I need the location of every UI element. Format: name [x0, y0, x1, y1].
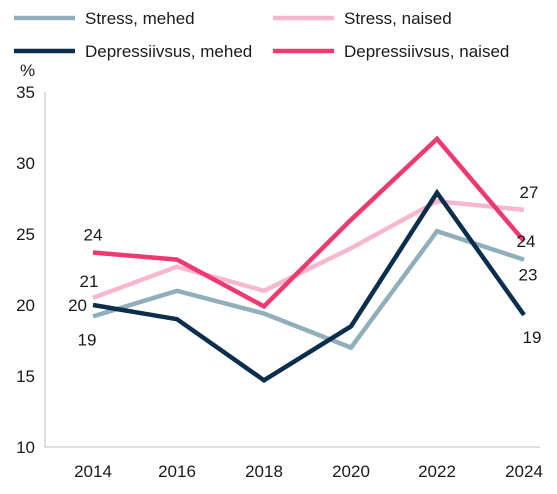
data-label: 24 — [517, 232, 536, 251]
series-line — [92, 188, 526, 383]
y-tick-label: 15 — [16, 367, 35, 386]
data-label: 20 — [68, 296, 87, 315]
data-label: 23 — [519, 266, 538, 285]
y-axis: 10 15 20 25 30 35 — [16, 83, 46, 457]
legend: Stress, mehed Stress, naised Depressiivsus… — [14, 9, 509, 61]
x-tick-label: 2018 — [245, 462, 283, 481]
legend-item: Stress, naised — [273, 9, 452, 28]
legend-item: Stress, mehed — [14, 9, 195, 28]
legend-item: Depressiivsus, mehed — [14, 42, 252, 61]
y-tick-label: 30 — [16, 154, 35, 173]
legend-label: Depressiivsus, naised — [344, 42, 509, 61]
x-tick-label: 2014 — [74, 462, 112, 481]
x-tick-label: 2016 — [158, 462, 196, 481]
series-line — [92, 198, 525, 301]
data-label: 27 — [520, 183, 539, 202]
x-tick-label: 2020 — [332, 462, 370, 481]
legend-label: Stress, mehed — [85, 9, 195, 28]
data-label: 24 — [84, 225, 103, 244]
y-tick-label: 35 — [16, 83, 35, 102]
series-line — [92, 135, 526, 310]
legend-label: Depressiivsus, mehed — [85, 42, 252, 61]
legend-item: Depressiivsus, naised — [273, 42, 509, 61]
series-lines — [92, 135, 526, 383]
data-label: 19 — [523, 328, 542, 347]
legend-label: Stress, naised — [344, 9, 452, 28]
x-tick-label: 2022 — [418, 462, 456, 481]
series-line — [92, 228, 525, 351]
y-tick-label: 20 — [16, 296, 35, 315]
y-axis-unit-label: % — [20, 61, 35, 80]
x-tick-label: 2024 — [505, 462, 543, 481]
y-tick-label: 25 — [16, 225, 35, 244]
data-labels: 19 23 21 27 20 19 24 24 — [68, 183, 541, 349]
data-label: 21 — [80, 272, 99, 291]
y-tick-label: 10 — [16, 438, 35, 457]
data-label: 19 — [78, 330, 97, 349]
x-axis: 2014 2016 2018 2020 2022 2024 — [45, 446, 543, 481]
